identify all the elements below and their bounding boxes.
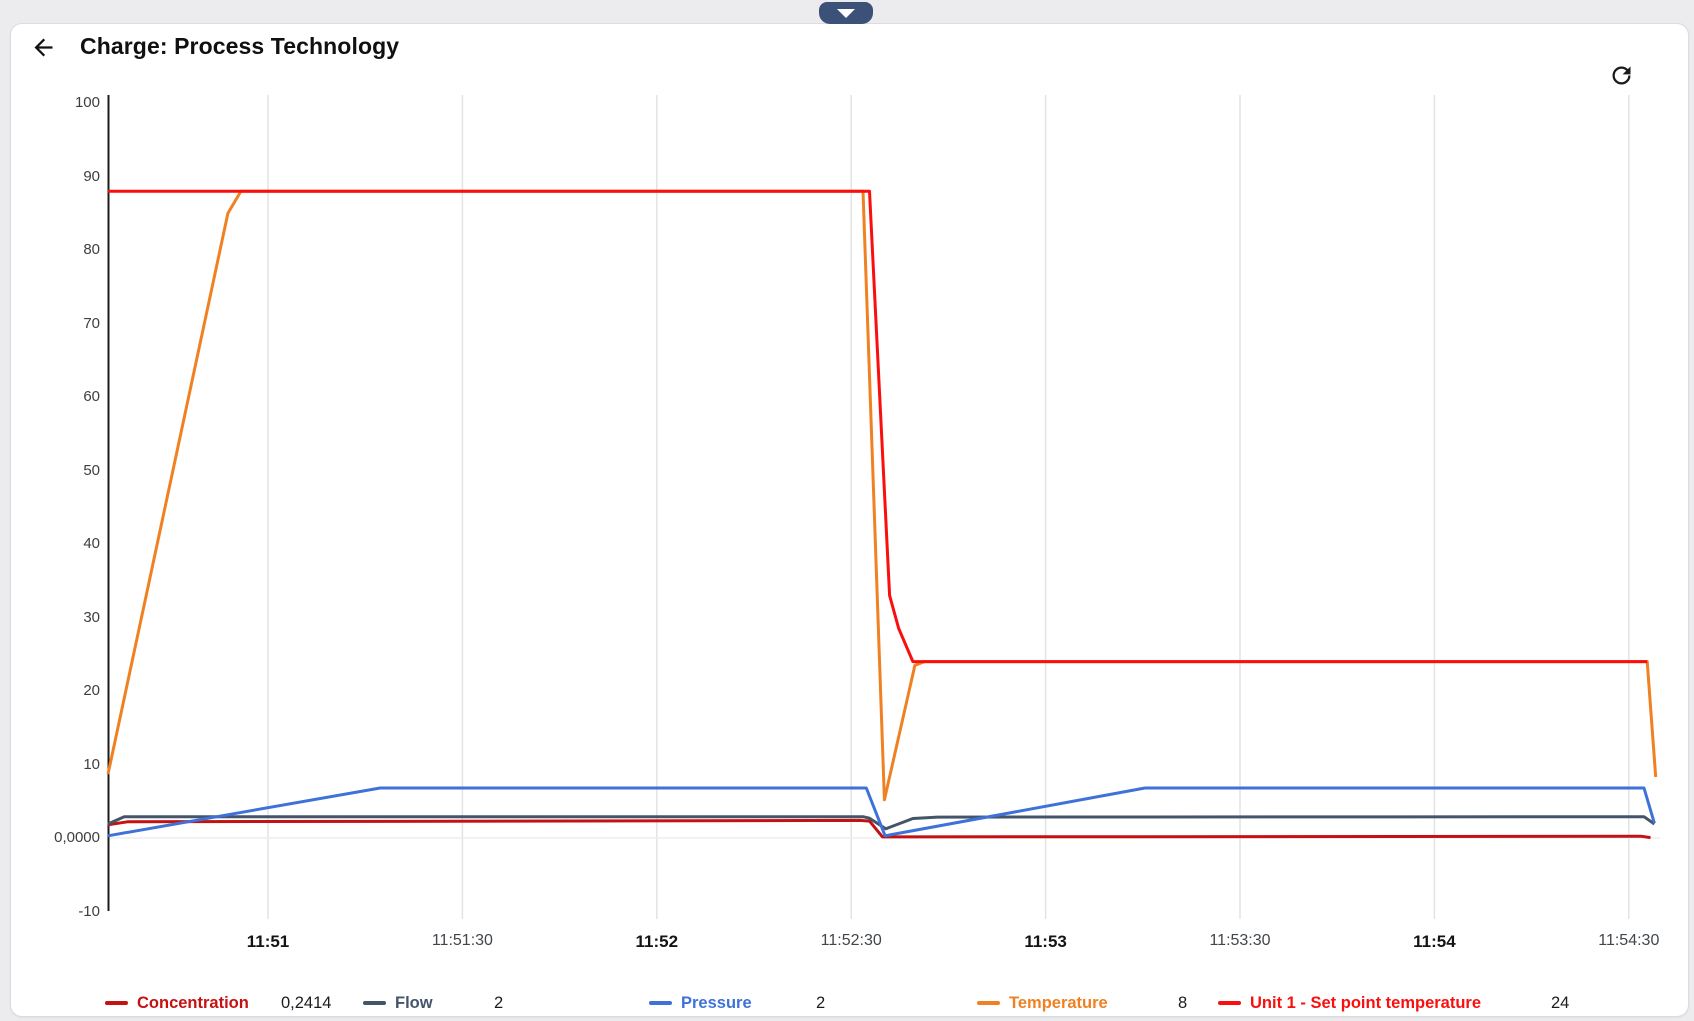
arrow-left-icon	[34, 38, 52, 56]
legend-dash-icon	[105, 1001, 128, 1005]
legend-item-unit-1-set-point-temperature[interactable]: Unit 1 - Set point temperature	[1218, 990, 1481, 1016]
legend-value-temperature: 8	[1178, 993, 1188, 1012]
y-tick-label: -10	[78, 902, 100, 920]
legend-dash-icon	[649, 1001, 672, 1005]
legend-item-flow[interactable]: Flow	[363, 990, 433, 1016]
legend-label: Temperature	[1009, 993, 1108, 1012]
legend-item-concentration[interactable]: Concentration	[105, 990, 249, 1016]
x-tick-label: 11:54:30	[1598, 932, 1660, 949]
legend-item-pressure[interactable]: Pressure	[649, 990, 752, 1016]
series-line-temperature	[106, 189, 1658, 802]
back-button[interactable]	[26, 30, 60, 64]
chart-card	[10, 23, 1689, 1017]
x-tick-label: 11:54	[1413, 932, 1456, 951]
legend-label: Concentration	[137, 993, 249, 1012]
legend-item-temperature[interactable]: Temperature	[977, 990, 1108, 1016]
y-tick-label: 10	[83, 755, 100, 773]
page-title: Charge: Process Technology	[80, 33, 400, 59]
legend-label: Flow	[395, 993, 433, 1012]
refresh-icon	[1612, 66, 1630, 84]
y-tick-label: 90	[83, 167, 100, 185]
legend-dash-icon	[977, 1001, 1000, 1005]
y-tick-label: 100	[74, 94, 100, 111]
y-tick-label: 70	[83, 314, 100, 332]
x-tick-label: 11:51:30	[431, 932, 493, 949]
legend-label: Pressure	[681, 993, 752, 1012]
y-tick-label: 80	[83, 241, 100, 258]
x-tick-label: 11:53:30	[1209, 932, 1271, 949]
legend-label: Unit 1 - Set point temperature	[1250, 993, 1482, 1012]
y-tick-label: 60	[83, 388, 100, 405]
x-tick-label: 11:53	[1024, 932, 1067, 951]
y-tick-label: 0,0000	[54, 829, 100, 846]
series-line-pressure	[107, 786, 1656, 838]
legend-value-concentration: 0,2414	[281, 993, 332, 1012]
series-line-flow	[107, 815, 1656, 831]
series-line-unit-1-set-point-temperature	[108, 189, 1648, 664]
refresh-button[interactable]	[1605, 59, 1637, 91]
collapse-panel-tab[interactable]	[819, 2, 873, 24]
chart-legend: Concentration 0,2414 Flow 2 Pressure 2 Tempera…	[0, 990, 1694, 1016]
legend-dash-icon	[363, 1001, 386, 1005]
legend-dash-icon	[1218, 1001, 1241, 1005]
chevron-down-icon	[837, 8, 855, 18]
x-tick-label: 11:52:30	[820, 932, 882, 949]
y-tick-label: 20	[83, 682, 100, 699]
y-tick-label: 50	[83, 461, 100, 479]
legend-value-unit-1-set-point-temperature: 24	[1551, 993, 1570, 1012]
y-tick-label: 40	[83, 535, 100, 552]
x-tick-label: 11:52	[635, 932, 679, 951]
y-tick-label: 30	[83, 608, 100, 626]
legend-value-flow: 2	[494, 993, 504, 1012]
series-line-concentration	[107, 818, 1651, 840]
x-tick-label: 11:51	[246, 932, 290, 951]
legend-value-pressure: 2	[816, 993, 826, 1012]
